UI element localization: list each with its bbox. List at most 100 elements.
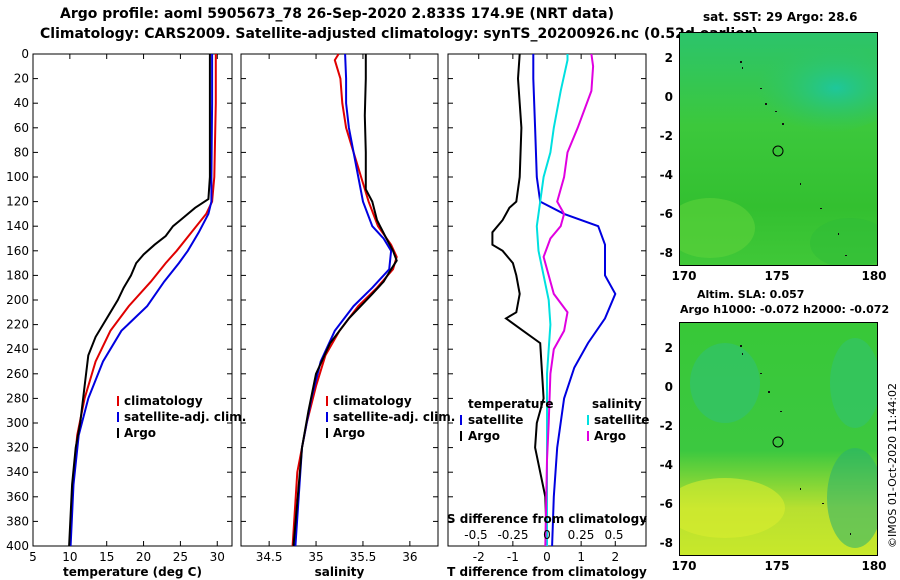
map-top-title: sat. SST: 29 Argo: 28.6: [703, 10, 858, 24]
legend-label: Argo: [594, 429, 626, 443]
profile-plots: 0204060801001201401601802002202402602803…: [6, 47, 649, 579]
x-tick-label: 0: [543, 550, 551, 564]
x-tick-label: 1: [577, 550, 585, 564]
top-tick-label: 0.25: [568, 528, 595, 542]
series-line-S-satellite: [535, 54, 569, 546]
panel-temperature: 0 20 40 60 80 100 120 140 160 180 200 220 240 260 280 3…: [6, 47, 246, 579]
series-line-T-satellite: [532, 54, 617, 547]
legend-label: Argo: [468, 429, 500, 443]
credit-label: ©IMOS 01-Oct-2020 11:44:02: [886, 382, 899, 548]
panel-salinity: 34.5 35 35.5 36 salinity climatology satellite…: [240, 53, 455, 579]
map-bottom-y-tick: -8: [660, 536, 673, 550]
header-line1: Argo profile: aoml 5905673_78 26-Sep-202…: [60, 6, 615, 22]
map-axes: 170 175 180 2 0 -2 -4 -6 -8 170 175 180 2 0 -2 -4 -6 -8: [660, 51, 887, 573]
y-tick-label: 180: [6, 268, 29, 282]
y-tick-label: 280: [6, 391, 29, 405]
map-top-x-tick: 170: [671, 269, 696, 283]
series-line-climatology: [291, 53, 398, 547]
panel-frame: [240, 53, 439, 547]
map-bottom-y-tick: -4: [660, 458, 673, 472]
x-tick-label: 20: [136, 550, 151, 564]
top-axis-label: S difference from climatology: [447, 512, 647, 526]
series-line-satellite-adj.-clim.: [69, 54, 214, 547]
y-tick-label: 200: [6, 293, 29, 307]
map-top-x-tick: 175: [764, 269, 789, 283]
legend-label: climatology: [333, 394, 412, 408]
y-tick-label: 260: [6, 367, 29, 381]
x-axis-label: T difference from climatology: [447, 565, 647, 579]
y-tick-label: 100: [6, 170, 29, 184]
map-bottom-x-tick: 170: [671, 559, 696, 573]
y-tick-label: 320: [6, 441, 29, 455]
legend-label: satellite: [594, 413, 649, 427]
top-tick-label: -0.25: [497, 528, 528, 542]
map-bottom-x-tick: 175: [764, 559, 789, 573]
map-bottom-x-tick: 180: [861, 559, 886, 573]
x-tick-label: -2: [473, 550, 485, 564]
map-top-canvas: [680, 33, 877, 265]
top-tick-label: -0.5: [464, 528, 487, 542]
map-top-y-tick: -6: [660, 207, 673, 221]
y-tick-label: 160: [6, 244, 29, 258]
x-tick-label: 15: [99, 550, 114, 564]
x-tick-label: 25: [173, 550, 188, 564]
map-top-y-tick: -8: [660, 246, 673, 260]
legend-label: satellite-adj. clim.: [333, 410, 455, 424]
map-bottom-y-tick: -6: [660, 497, 673, 511]
legend-title-temperature: temperature: [468, 397, 553, 411]
map-bottom-y-tick: -2: [660, 419, 673, 433]
x-axis-label: salinity: [315, 565, 365, 579]
map-bottom-canvas: [680, 323, 877, 555]
top-tick-label: 0.5: [604, 528, 623, 542]
legend-label: satellite-adj. clim.: [124, 410, 246, 424]
map-top-y-tick: -4: [660, 168, 673, 182]
series-line-S-Argo: [542, 53, 595, 547]
y-tick-label: 0: [21, 47, 29, 61]
x-tick-label: -1: [507, 550, 519, 564]
series-line-satellite-adj.-clim.: [294, 53, 393, 547]
map-top-y-tick: -2: [660, 129, 673, 143]
x-tick-label: 35.5: [350, 550, 377, 564]
top-tick-label: 0: [543, 528, 551, 542]
x-tick-label: 10: [62, 550, 77, 564]
legend-label: Argo: [333, 426, 365, 440]
x-tick-label: 5: [29, 550, 37, 564]
map-bottom-sla: [679, 322, 878, 556]
map-bottom-title-1: Altim. SLA: 0.057: [697, 288, 805, 301]
y-tick-label: 380: [6, 514, 29, 528]
legend-label: climatology: [124, 394, 203, 408]
x-tick-label: 35: [308, 550, 323, 564]
x-tick-label: 34.5: [256, 550, 283, 564]
x-tick-label: 2: [611, 550, 619, 564]
map-top-y-tick: 0: [665, 90, 673, 104]
y-tick-label: 240: [6, 342, 29, 356]
series-line-Argo: [68, 54, 211, 547]
y-tick-label: 300: [6, 416, 29, 430]
y-tick-label: 220: [6, 318, 29, 332]
panel-frame: [32, 53, 233, 547]
y-tick-label: 400: [6, 539, 29, 553]
y-tick-label: 120: [6, 195, 29, 209]
y-tick-label: 340: [6, 465, 29, 479]
map-top-sst: [679, 32, 878, 266]
map-bottom-title-2: Argo h1000: -0.072 h2000: -0.072: [680, 303, 890, 316]
series-line-Argo: [292, 54, 398, 547]
map-bottom-y-tick: 2: [665, 341, 673, 355]
y-tick-label: 40: [14, 96, 29, 110]
panel-differences: -2 -1 0 1 2T difference from climatology temp…: [447, 53, 649, 579]
legend-label: Argo: [124, 426, 156, 440]
legend-title-salinity: salinity: [592, 397, 642, 411]
x-tick-label: 30: [210, 550, 225, 564]
legend-label: satellite: [468, 413, 523, 427]
y-tick-label: 20: [14, 72, 29, 86]
x-tick-label: 36: [402, 550, 417, 564]
header-line2: Climatology: CARS2009. Satellite-adjuste…: [40, 26, 758, 42]
series-line-climatology: [68, 54, 217, 547]
y-tick-label: 80: [14, 145, 29, 159]
y-tick-label: 140: [6, 219, 29, 233]
y-tick-label: 60: [14, 121, 29, 135]
series-line-T-Argo: [491, 53, 548, 547]
map-top-x-tick: 180: [861, 269, 886, 283]
map-bottom-y-tick: 0: [665, 380, 673, 394]
x-axis-label: temperature (deg C): [63, 565, 202, 579]
